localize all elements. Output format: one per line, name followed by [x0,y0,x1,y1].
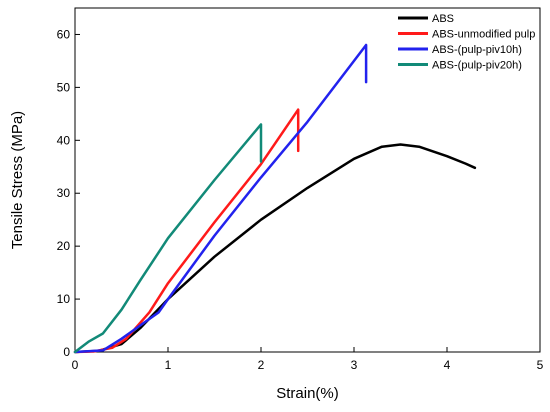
x-tick-label: 5 [537,358,544,372]
series-line-abs-pulp-piv10h [73,43,368,354]
y-tick-label: 50 [57,80,71,94]
x-tick-label: 1 [165,358,172,372]
x-axis-title: Strain(%) [276,385,339,402]
legend-label-abs-pulp-piv20h: ABS-(pulp-piv20h) [432,60,522,72]
y-tick-label: 20 [57,239,71,253]
series-line-abs [73,143,477,354]
legend-label-abs: ABS [432,13,454,25]
legend: ABS ABS-unmodified pulp ABS-(pulp-piv10h) A… [398,13,535,72]
y-tick-label: 60 [57,27,71,41]
legend-label-abs-unmodified-pulp: ABS-unmodified pulp [432,29,535,41]
y-axis-title: Tensile Stress (MPa) [9,111,26,249]
y-tick-label: 10 [57,292,71,306]
series-layer [73,43,477,354]
x-tick-label: 4 [444,358,451,372]
y-tick-label: 40 [57,133,71,147]
series-line-abs-pulp-piv20h [73,123,263,354]
legend-label-abs-pulp-piv10h: ABS-(pulp-piv10h) [432,44,522,56]
x-tick-label: 2 [258,358,265,372]
plot-frame [74,7,541,353]
y-tick-label: 30 [57,186,71,200]
series-line-abs-unmodified-pulp [73,108,300,354]
x-tick-label: 3 [351,358,358,372]
y-tick-label: 0 [63,345,70,359]
x-tick-label: 0 [72,358,79,372]
